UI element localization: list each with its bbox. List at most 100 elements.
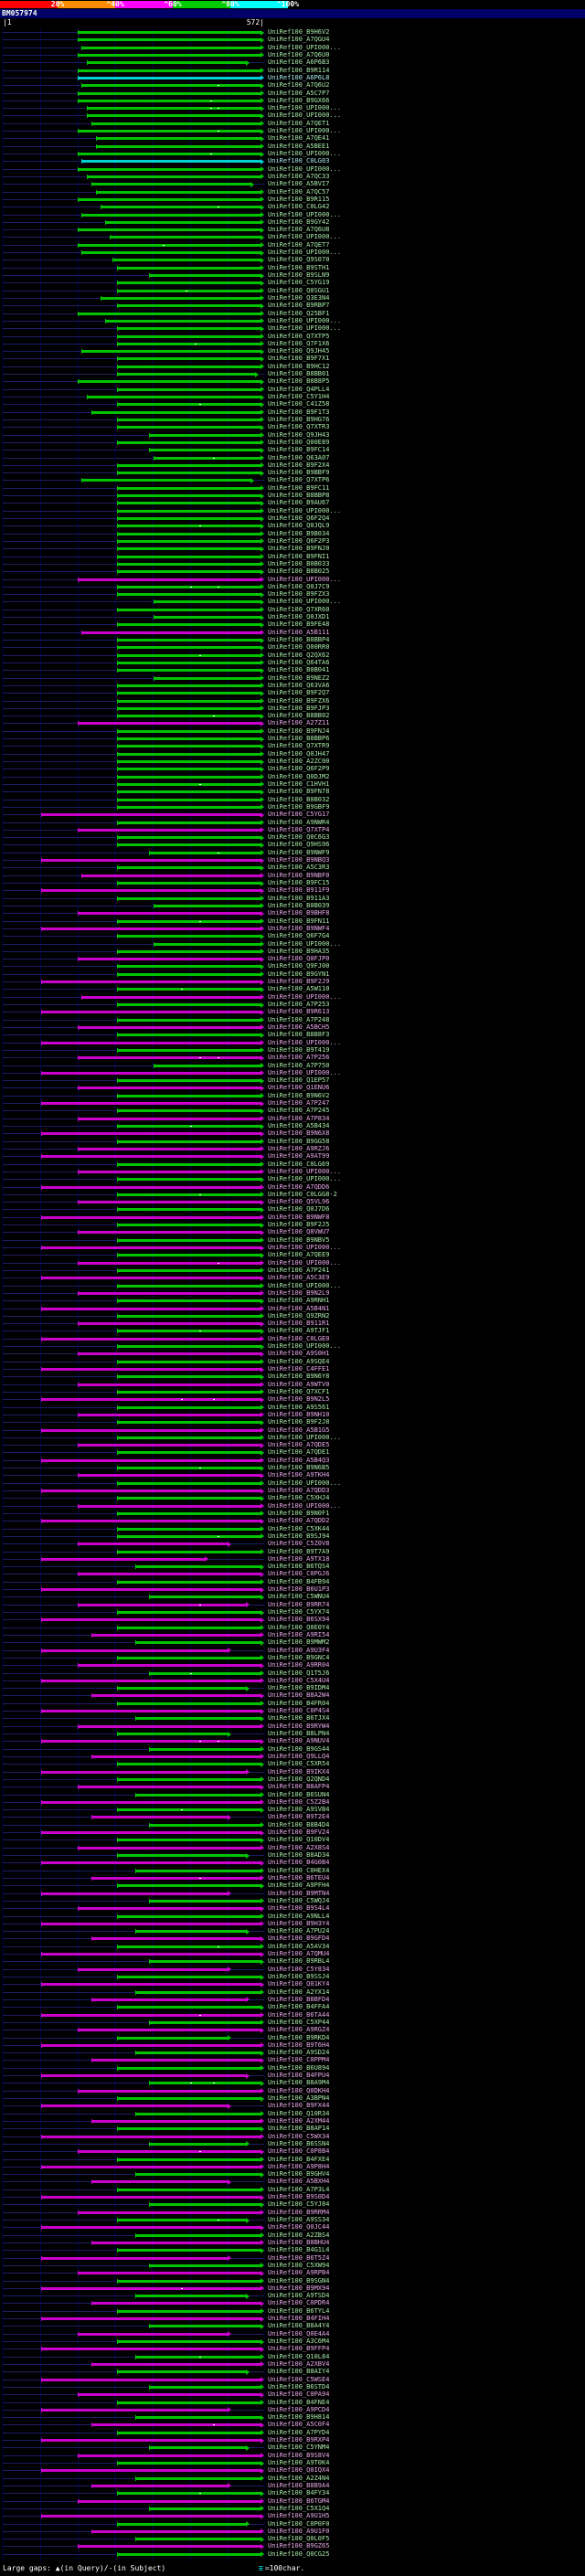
hit-label[interactable]: UniRef100_B9NEZ2: [268, 673, 330, 682]
hit-bar[interactable]: [116, 1449, 265, 1456]
hit-bar[interactable]: [148, 1822, 265, 1829]
hit-label[interactable]: UniRef100_A7PU24: [268, 1927, 330, 1935]
hit-label[interactable]: UniRef100_A5B1G5: [268, 1426, 330, 1434]
hit-bar[interactable]: [116, 1252, 265, 1258]
hit-label[interactable]: UniRef100_Q9FJ00: [268, 962, 330, 970]
hit-label[interactable]: UniRef100_B9FNJ0: [268, 545, 330, 553]
hit-label[interactable]: UniRef100_C1HVH1: [268, 779, 330, 788]
hit-bar[interactable]: [41, 1153, 264, 1160]
hit-label[interactable]: UniRef100_B9GHV4: [268, 2170, 330, 2178]
hit-label[interactable]: UniRef100_B8B8F3: [268, 1031, 330, 1039]
hit-label[interactable]: UniRef100_B6U894: [268, 2063, 330, 2072]
hit-label[interactable]: UniRef100_B9GX66: [268, 96, 330, 104]
hit-bar[interactable]: [148, 2141, 250, 2147]
hit-bar[interactable]: [78, 1024, 264, 1031]
hit-bar[interactable]: [78, 2391, 264, 2398]
hit-label[interactable]: UniRef100_A9RR04: [268, 1661, 330, 1670]
hit-label[interactable]: UniRef100_B9STH1: [268, 263, 330, 271]
hit-label[interactable]: UniRef100_Q0CG25: [268, 2549, 330, 2558]
hit-bar[interactable]: [91, 121, 264, 127]
hit-bar[interactable]: [116, 667, 265, 673]
hit-bar[interactable]: [116, 355, 265, 362]
hit-bar[interactable]: [116, 1002, 265, 1008]
hit-label[interactable]: UniRef100_UPI000...: [268, 233, 342, 241]
hit-label[interactable]: UniRef100_B9MWM2: [268, 1638, 330, 1647]
hit-label[interactable]: UniRef100_B9R613: [268, 1008, 330, 1016]
hit-bar[interactable]: [78, 2498, 264, 2505]
hit-bar[interactable]: [134, 2111, 265, 2117]
hit-label[interactable]: UniRef100_C0PPM4: [268, 2056, 330, 2064]
hit-label[interactable]: UniRef100_Q10L84: [268, 2352, 330, 2360]
hit-label[interactable]: UniRef100_B9FJP3: [268, 704, 330, 712]
hit-label[interactable]: UniRef100_B9HC12: [268, 362, 330, 370]
hit-bar[interactable]: [78, 827, 264, 833]
hit-label[interactable]: UniRef100_UPI000...: [268, 1501, 342, 1510]
hit-label[interactable]: UniRef100_C5YG19: [268, 279, 330, 287]
hit-bar[interactable]: [78, 68, 264, 74]
hit-label[interactable]: UniRef100_A9T0K4: [268, 2459, 330, 2466]
hit-bar[interactable]: [116, 2157, 265, 2162]
hit-label[interactable]: UniRef100_A9SS34: [268, 2216, 330, 2223]
hit-label[interactable]: UniRef100_B9GG58: [268, 1137, 330, 1145]
hit-label[interactable]: UniRef100_UPI000...: [268, 1038, 342, 1046]
hit-bar[interactable]: [148, 1958, 265, 1965]
hit-bar[interactable]: [41, 1738, 264, 1744]
hit-label[interactable]: UniRef100_A9NLL4: [268, 1912, 330, 1920]
hit-label[interactable]: UniRef100_B6SSN4: [268, 2139, 330, 2147]
hit-bar[interactable]: [41, 1860, 264, 1866]
hit-label[interactable]: UniRef100_A5B4N1: [268, 1304, 330, 1312]
hit-label[interactable]: UniRef100_UPI000...: [268, 104, 342, 112]
hit-bar[interactable]: [116, 1549, 265, 1554]
hit-bar[interactable]: [78, 1472, 264, 1479]
hit-bar[interactable]: [41, 1556, 208, 1563]
hit-bar[interactable]: [116, 2490, 265, 2496]
hit-bar[interactable]: [80, 212, 265, 217]
hit-label[interactable]: UniRef100_C5Z2B4: [268, 1797, 330, 1806]
hit-label[interactable]: UniRef100_B9S0D4: [268, 2193, 330, 2201]
hit-bar[interactable]: [80, 994, 265, 1001]
hit-label[interactable]: UniRef100_UPI000...: [268, 1244, 342, 1251]
hit-bar[interactable]: [41, 1799, 264, 1806]
hit-label[interactable]: UniRef100_B6T5Z4: [268, 2253, 330, 2262]
hit-bar[interactable]: [116, 280, 265, 286]
hit-label[interactable]: UniRef100_B9FZX6: [268, 696, 330, 705]
hit-bar[interactable]: [78, 1169, 264, 1175]
hit-label[interactable]: UniRef100_C0PA94: [268, 2390, 330, 2399]
hit-label[interactable]: UniRef100_UPI000...: [268, 210, 342, 218]
hit-bar[interactable]: [78, 1602, 250, 1608]
hit-bar[interactable]: [116, 728, 265, 735]
hit-label[interactable]: UniRef100_A7P834: [268, 1114, 330, 1122]
hit-label[interactable]: UniRef100_A9U3F4: [268, 1646, 330, 1654]
hit-bar[interactable]: [153, 675, 265, 682]
hit-label[interactable]: UniRef100_B9IKX4: [268, 1767, 330, 1776]
hit-label[interactable]: UniRef100_B9N6V2: [268, 1091, 330, 1099]
hit-label[interactable]: UniRef100_A9U1F0: [268, 2527, 330, 2535]
hit-bar[interactable]: [116, 1882, 265, 1889]
hit-bar[interactable]: [78, 1784, 264, 1790]
hit-label[interactable]: UniRef100_Q00E89: [268, 438, 330, 446]
hit-label[interactable]: UniRef100_B8A2W4: [268, 1691, 330, 1700]
hit-bar[interactable]: [96, 135, 264, 142]
hit-label[interactable]: UniRef100_A6P6L8: [268, 73, 330, 81]
hit-bar[interactable]: [78, 98, 264, 104]
hit-bar[interactable]: [80, 630, 265, 636]
hit-label[interactable]: UniRef100_C0HEX4: [268, 1866, 330, 1874]
hit-bar[interactable]: [78, 1199, 264, 1205]
hit-bar[interactable]: [41, 979, 264, 985]
hit-bar[interactable]: [80, 45, 265, 51]
hit-label[interactable]: UniRef100_B9FC11: [268, 483, 330, 492]
hit-bar[interactable]: [78, 166, 264, 173]
hit-bar[interactable]: [116, 1373, 265, 1380]
hit-label[interactable]: UniRef100_A5BEE1: [268, 142, 330, 150]
hit-bar[interactable]: [41, 2255, 231, 2262]
hit-label[interactable]: UniRef100_B9FFP4: [268, 2345, 330, 2353]
hit-bar[interactable]: [101, 295, 264, 302]
hit-label[interactable]: UniRef100_UPI000...: [268, 111, 342, 120]
hit-label[interactable]: UniRef100_Q0E4A4: [268, 2329, 330, 2337]
hit-label[interactable]: UniRef100_B8BFD4: [268, 1995, 330, 2003]
hit-bar[interactable]: [91, 1632, 264, 1638]
hit-label[interactable]: UniRef100_B9R114: [268, 66, 330, 74]
hit-bar[interactable]: [116, 1313, 265, 1320]
hit-label[interactable]: UniRef100_B9FNJ4: [268, 726, 330, 735]
hit-bar[interactable]: [112, 257, 265, 263]
